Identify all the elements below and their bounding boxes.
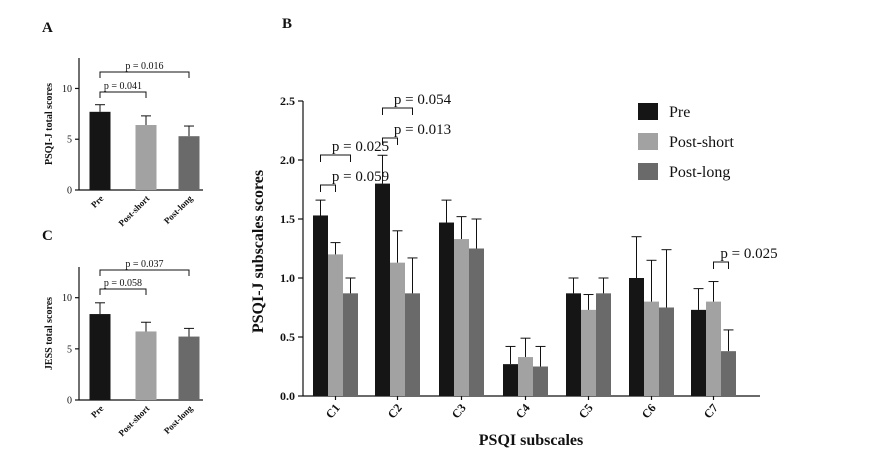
panel-b-p-value: p = 0.059 bbox=[332, 169, 389, 185]
bar-pre-c5 bbox=[566, 293, 581, 396]
panel-b-x-axis-label: PSQI subscales bbox=[479, 432, 583, 449]
bar-post-short-c6 bbox=[644, 301, 659, 396]
panel-a-x-tick-label: Pre bbox=[89, 193, 105, 209]
legend-swatch-post-short bbox=[638, 133, 658, 150]
panel-c-p-value: p = 0.058 bbox=[104, 278, 142, 289]
panel-b-x-tick-label: C7 bbox=[701, 401, 721, 421]
bar-pre-c1 bbox=[313, 215, 328, 396]
panel-b-x-tick-label: C1 bbox=[323, 401, 343, 421]
panel-b-significance-bracket bbox=[320, 154, 351, 162]
panel-c-significance-bracket bbox=[99, 288, 147, 295]
panel-a-y-tick-label: 0 bbox=[67, 186, 72, 197]
panel-b-x-tick-label: C3 bbox=[449, 401, 469, 421]
panel-b-x-tick-label: C5 bbox=[576, 401, 596, 421]
legend-label-pre: Pre bbox=[669, 104, 690, 121]
panel-c-x-tick-label: Post-short bbox=[116, 403, 151, 438]
panel-b-p-value: p = 0.025 bbox=[332, 139, 389, 155]
bar-pre-c4 bbox=[503, 364, 518, 396]
bar-post-short-c1 bbox=[328, 254, 343, 396]
panel-b-y-tick-label: 0.0 bbox=[280, 389, 295, 403]
panel-a-p-value: p = 0.041 bbox=[104, 81, 142, 92]
panel-label-a: A bbox=[42, 20, 53, 36]
panel-c-y-tick-label: 5 bbox=[67, 344, 72, 355]
bar-post-long-c6 bbox=[659, 307, 674, 396]
panel-b-p-value: p = 0.054 bbox=[394, 92, 452, 108]
panel-b-y-tick-label: 2.5 bbox=[280, 94, 295, 108]
bar-post-short-c2 bbox=[390, 262, 405, 396]
panel-label-c: C bbox=[42, 228, 53, 244]
panel-a-y-tick-label: 10 bbox=[62, 84, 72, 95]
bar-post-long-c2 bbox=[405, 293, 420, 396]
bar-post-long-c7 bbox=[721, 351, 736, 396]
legend-label-post-short: Post-short bbox=[669, 134, 734, 151]
bar-post-short-c5 bbox=[581, 309, 596, 396]
panel-a-bar bbox=[135, 125, 157, 190]
panel-c-bar bbox=[178, 336, 200, 400]
bar-post-long-c4 bbox=[533, 366, 548, 396]
panel-b-x-tick-label: C6 bbox=[639, 401, 659, 421]
panel-b-x-tick-label: C2 bbox=[385, 401, 405, 421]
panel-b-p-value: p = 0.025 bbox=[720, 246, 777, 262]
panel-a-bar bbox=[89, 111, 111, 190]
panel-c-y-tick-label: 0 bbox=[67, 396, 72, 407]
panel-a-significance-bracket bbox=[99, 91, 147, 98]
panel-b-p-value: p = 0.013 bbox=[394, 122, 451, 138]
panel-a-significance-bracket bbox=[99, 71, 190, 78]
bar-pre-c7 bbox=[691, 309, 706, 396]
panel-c-bar bbox=[135, 331, 157, 400]
panel-b-y-tick-label: 1.5 bbox=[280, 212, 295, 226]
bar-post-long-c1 bbox=[343, 293, 358, 396]
bar-pre-c2 bbox=[375, 183, 390, 396]
bar-pre-c6 bbox=[629, 278, 644, 396]
panel-c-x-tick-label: Pre bbox=[89, 403, 105, 419]
panel-b-significance-bracket bbox=[713, 261, 729, 269]
panel-c-x-tick-label: Post-long bbox=[162, 403, 195, 436]
panel-a-x-tick-label: Post-short bbox=[116, 193, 151, 228]
panel-c-y-axis-label: JESS total scores bbox=[44, 297, 55, 370]
panel-b-y-tick-label: 0.5 bbox=[280, 330, 295, 344]
bar-post-long-c5 bbox=[596, 293, 611, 396]
legend-swatch-pre bbox=[638, 103, 658, 120]
panel-b-significance-bracket bbox=[382, 107, 413, 115]
bar-post-short-c4 bbox=[518, 357, 533, 396]
bar-post-short-c7 bbox=[706, 301, 721, 396]
panel-c-y-tick-label: 10 bbox=[62, 293, 72, 304]
panel-c-significance-bracket bbox=[99, 269, 190, 276]
panel-b-y-tick-label: 2.0 bbox=[280, 153, 295, 167]
bar-post-long-c3 bbox=[469, 248, 484, 396]
bar-post-short-c3 bbox=[454, 239, 469, 396]
panel-c-p-value: p = 0.037 bbox=[125, 259, 163, 270]
panel-a-bar bbox=[178, 136, 200, 190]
panel-b-significance-bracket bbox=[320, 184, 336, 192]
panel-b-y-tick-label: 1.0 bbox=[280, 271, 295, 285]
bar-pre-c3 bbox=[439, 222, 454, 396]
panel-a-y-axis-label: PSQI-J total scores bbox=[44, 83, 55, 165]
panel-a-y-tick-label: 5 bbox=[67, 135, 72, 146]
legend-swatch-post-long bbox=[638, 163, 658, 180]
panel-c-bar bbox=[89, 314, 111, 400]
panel-b-x-tick-label: C4 bbox=[513, 401, 533, 421]
panel-b-y-axis-label: PSQI-J subscales scores bbox=[250, 170, 267, 333]
panel-a-x-tick-label: Post-long bbox=[162, 193, 195, 226]
panel-a-p-value: p = 0.016 bbox=[125, 61, 163, 72]
panel-b-significance-bracket bbox=[382, 137, 398, 145]
legend-label-post-long: Post-long bbox=[669, 164, 730, 181]
panel-label-b: B bbox=[282, 16, 293, 32]
